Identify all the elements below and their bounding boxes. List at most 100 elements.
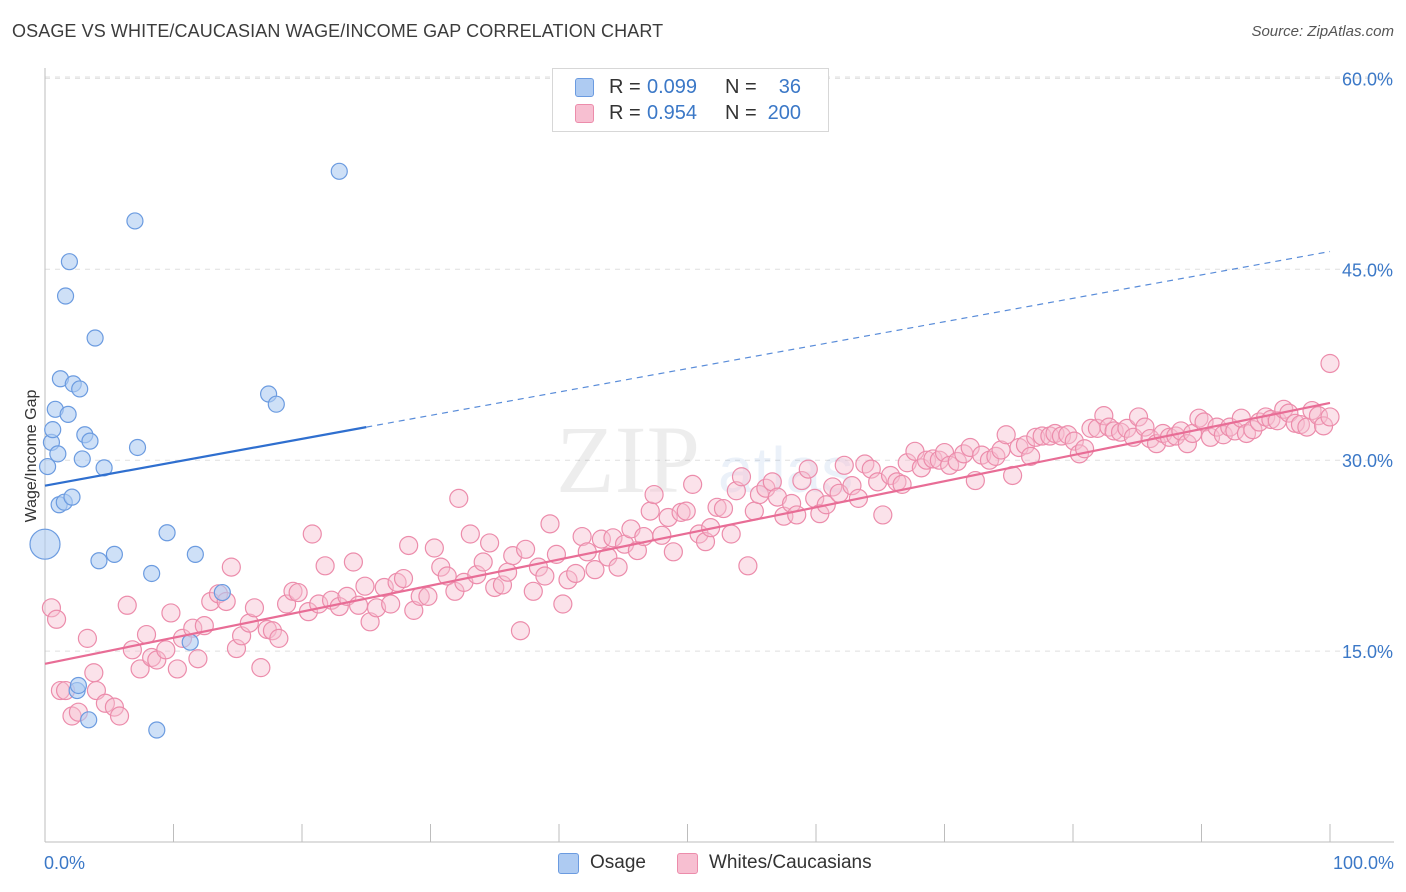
white-caucasian-point	[767, 487, 788, 507]
white-swatch	[575, 104, 594, 123]
white-caucasian-point	[1243, 420, 1263, 440]
white-caucasian-point	[855, 454, 875, 474]
white-caucasian-point	[792, 470, 812, 491]
axes	[44, 68, 1394, 843]
legend-r-value: 0.954	[647, 102, 698, 124]
white-caucasian-point	[738, 556, 758, 576]
osage-point	[330, 162, 348, 180]
white-caucasian-point	[873, 505, 893, 525]
white-caucasian-point	[130, 659, 150, 679]
white-caucasian-point	[424, 538, 444, 558]
osage-point	[69, 676, 88, 695]
white-caucasian-point	[523, 581, 543, 601]
white-caucasian-point	[996, 425, 1016, 445]
white-legend-label: Whites/Caucasians	[709, 852, 872, 873]
osage-point	[90, 552, 108, 570]
osage-point	[105, 545, 123, 563]
white-caucasian-point	[360, 612, 380, 632]
white-caucasian-point	[923, 449, 943, 469]
y-axis-title: Wage/Income Gap	[23, 390, 40, 523]
white-caucasian-point	[1177, 434, 1197, 454]
osage-point	[267, 395, 285, 413]
chart-title: OSAGE VS WHITE/CAUCASIAN WAGE/INCOME GAP…	[12, 21, 664, 41]
osage-point	[80, 711, 98, 729]
legend-n-value: 36	[778, 76, 801, 98]
white-caucasian-point	[343, 552, 363, 572]
white-caucasian-point	[731, 467, 752, 487]
legend-r-label: R =	[609, 76, 641, 98]
white-caucasian-point	[707, 497, 727, 517]
osage-point	[213, 583, 231, 602]
correlation-legend: R = 0.099 N = 36 R = 0.954 N = 200	[552, 68, 829, 132]
osage-point	[73, 450, 91, 468]
white-caucasian-point	[244, 598, 265, 618]
white-caucasian-point	[713, 498, 734, 519]
white-caucasian-point	[1128, 407, 1149, 427]
osage-point	[148, 721, 166, 739]
osage-legend-label: Osage	[590, 852, 646, 873]
x-tick-label: 0.0%	[44, 853, 85, 873]
white-caucasian-point	[418, 586, 438, 606]
y-tick-label: 60.0%	[1342, 69, 1393, 89]
osage-point	[38, 457, 57, 476]
osage-point	[81, 432, 99, 450]
white-caucasian-point	[834, 455, 854, 475]
osage-point	[60, 253, 79, 271]
osage-point	[186, 545, 204, 563]
white-caucasian-point	[566, 563, 586, 584]
white-caucasian-point	[122, 640, 142, 660]
white-caucasian-point	[1026, 427, 1046, 447]
white-caucasian-point	[156, 640, 176, 660]
white-caucasian-point	[553, 594, 573, 614]
white-caucasian-point	[960, 437, 980, 458]
white-caucasian-point	[1213, 425, 1233, 445]
white-caucasian-point	[1320, 407, 1340, 427]
white-caucasian-point	[558, 570, 578, 590]
osage-point	[128, 438, 147, 457]
white-caucasian-point	[658, 507, 678, 528]
white-caucasian-point	[1064, 431, 1084, 451]
white-caucasian-point	[572, 526, 592, 547]
white-caucasian-point	[798, 459, 818, 479]
white-caucasian-point	[374, 577, 394, 598]
trend-lines	[44, 250, 1331, 665]
white-caucasian-point	[1051, 426, 1072, 446]
white-caucasian-point	[485, 577, 505, 598]
legend-n-value: 200	[767, 102, 801, 124]
white-caucasian-point	[721, 524, 741, 544]
white-caucasian-point	[897, 453, 917, 473]
white-caucasian-point	[663, 542, 683, 562]
white-caucasian-point	[41, 598, 62, 618]
white-caucasian-point	[492, 575, 513, 595]
white-caucasian-point	[460, 524, 480, 544]
white-caucasian-point	[540, 514, 560, 534]
white-caucasian-point	[473, 552, 493, 572]
y-tick-label: 15.0%	[1342, 642, 1393, 662]
osage-point	[29, 528, 61, 560]
white-caucasian-point	[947, 451, 967, 472]
white-caucasian-point	[188, 649, 208, 669]
watermark-zip: ZIP	[556, 406, 700, 513]
white-caucasian-point	[1135, 417, 1155, 437]
white-caucasian-point	[1094, 406, 1114, 426]
white-caucasian-point	[399, 535, 419, 556]
osage-swatch	[575, 78, 594, 97]
source-label: Source: ZipAtlas.com	[1251, 23, 1394, 40]
white-caucasian-point	[744, 501, 764, 521]
osage-trend-extension	[366, 250, 1331, 428]
white-caucasian-point	[315, 556, 335, 576]
white-caucasian-point	[84, 663, 104, 683]
white-caucasian-point	[603, 528, 623, 548]
y-tick-label: 45.0%	[1342, 260, 1393, 280]
white-caucasian-point	[288, 582, 308, 603]
white-caucasian-points	[41, 353, 1340, 726]
osage-point	[126, 212, 144, 230]
white-caucasian-point	[393, 568, 414, 589]
white-legend-swatch	[677, 853, 698, 874]
osage-point	[158, 524, 176, 542]
white-caucasian-point	[1020, 446, 1041, 466]
white-caucasian-point	[117, 595, 137, 615]
white-caucasian-point	[46, 609, 67, 629]
white-caucasian-point	[787, 505, 807, 525]
legend-r-value: 0.099	[647, 76, 698, 98]
